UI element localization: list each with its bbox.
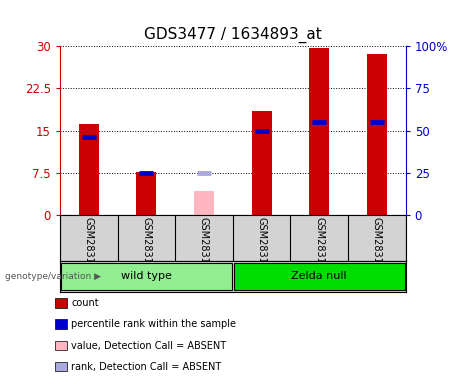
Text: GSM283120: GSM283120: [314, 217, 324, 276]
Text: GSM283122: GSM283122: [84, 217, 94, 276]
Text: rank, Detection Call = ABSENT: rank, Detection Call = ABSENT: [71, 362, 222, 372]
Text: GSM283121: GSM283121: [372, 217, 382, 276]
Text: Zelda null: Zelda null: [291, 271, 347, 281]
Bar: [252, 111, 272, 215]
Text: wild type: wild type: [121, 271, 172, 281]
Bar: [194, 191, 214, 215]
Text: count: count: [71, 298, 99, 308]
Text: percentile rank within the sample: percentile rank within the sample: [71, 319, 236, 329]
Bar: [309, 48, 329, 215]
Text: GSM283124: GSM283124: [199, 217, 209, 276]
Title: GDS3477 / 1634893_at: GDS3477 / 1634893_at: [144, 27, 322, 43]
Text: GSM283119: GSM283119: [257, 217, 266, 276]
Bar: [367, 54, 387, 215]
Text: genotype/variation ▶: genotype/variation ▶: [5, 272, 100, 281]
Bar: [61, 263, 231, 290]
Bar: [79, 124, 99, 215]
Bar: [136, 172, 156, 215]
Text: value, Detection Call = ABSENT: value, Detection Call = ABSENT: [71, 341, 226, 351]
Bar: [234, 263, 405, 290]
Text: GSM283123: GSM283123: [142, 217, 151, 276]
